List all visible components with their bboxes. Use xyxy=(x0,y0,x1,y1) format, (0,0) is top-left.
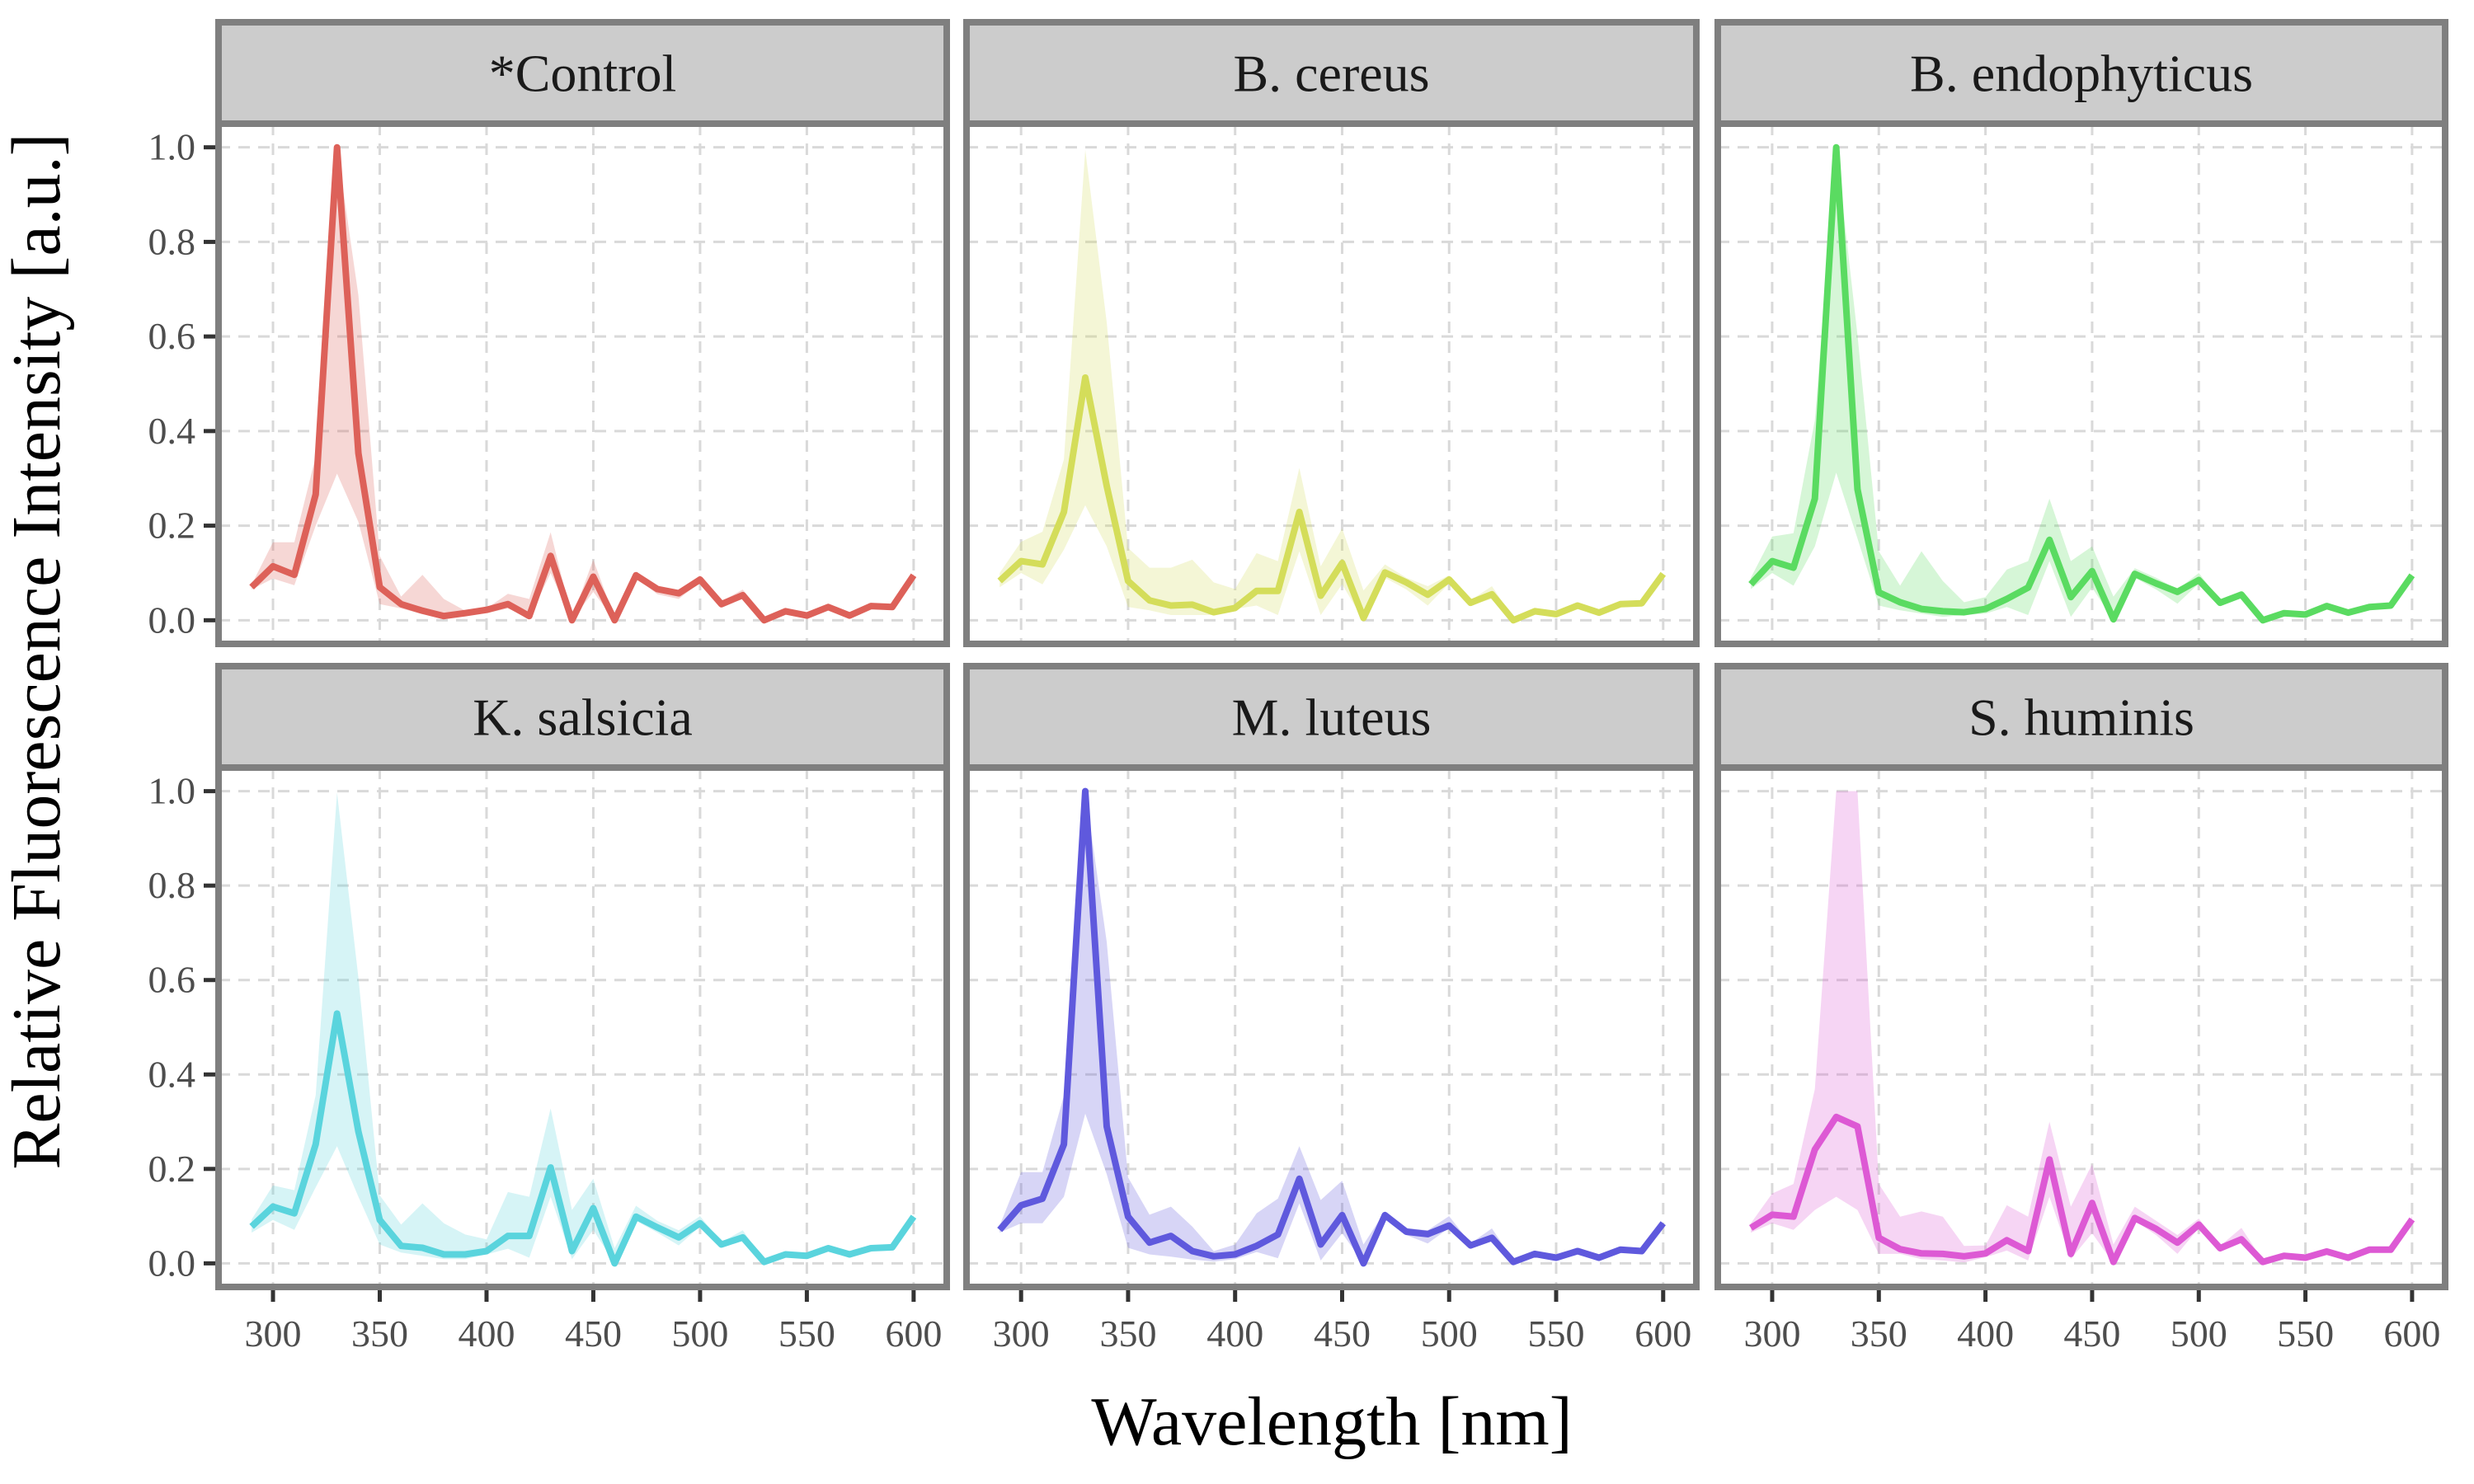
facet-panel: B. cereus xyxy=(963,19,1700,647)
facet-panels: *Control 0.0 0.2 0.4 0.6 0.8 1.0 B. cereus B. en… xyxy=(148,19,2448,1355)
x-tick-label: 350 xyxy=(351,1313,408,1355)
y-tick-label: 0.2 xyxy=(148,505,196,547)
y-tick-label: 0.4 xyxy=(148,410,196,452)
series-line xyxy=(997,787,1666,1267)
panel-border xyxy=(963,120,1700,647)
facet-panel: K. salsicia 0.0 0.2 0.4 0.6 0.8 1.0 300 350 400 45… xyxy=(148,663,950,1355)
y-tick-label: 1.0 xyxy=(148,126,196,168)
x-tick-label: 300 xyxy=(1743,1313,1800,1355)
facet-strip xyxy=(963,663,1700,771)
facet-panel: S. huminis 300 350 400 450 500 550 600 xyxy=(1714,663,2448,1355)
facet-strip xyxy=(215,663,950,771)
panel-border xyxy=(1714,120,2448,647)
panel-border xyxy=(963,764,1700,1290)
facet-strip xyxy=(963,19,1700,127)
facet-panel: M. luteus 300 350 400 450 500 550 600 xyxy=(963,663,1700,1355)
y-tick-label: 0.8 xyxy=(148,864,196,906)
facet-title: *Control xyxy=(489,45,677,103)
x-tick-label: 400 xyxy=(1206,1313,1263,1355)
x-tick-label: 500 xyxy=(2171,1313,2227,1355)
y-tick-label: 0.0 xyxy=(148,599,196,641)
x-tick-label: 500 xyxy=(1421,1313,1478,1355)
facet-strip xyxy=(215,19,950,127)
facet-title: B. cereus xyxy=(1233,45,1429,103)
panel-border xyxy=(215,120,950,647)
x-tick-label: 550 xyxy=(2277,1313,2334,1355)
x-tick-label: 600 xyxy=(2383,1313,2440,1355)
y-tick-label: 0.4 xyxy=(148,1053,196,1095)
x-tick-label: 600 xyxy=(885,1313,942,1355)
x-tick-label: 300 xyxy=(245,1313,302,1355)
facet-strip xyxy=(1714,663,2448,771)
x-tick-label: 400 xyxy=(1957,1313,2014,1355)
x-tick-label: 450 xyxy=(2063,1313,2120,1355)
series-line xyxy=(249,1010,917,1267)
facet-title: M. luteus xyxy=(1232,688,1432,747)
x-tick-label: 350 xyxy=(1099,1313,1156,1355)
facet-title: K. salsicia xyxy=(473,688,693,747)
facet-panel: *Control 0.0 0.2 0.4 0.6 0.8 1.0 xyxy=(148,19,950,647)
x-tick-label: 450 xyxy=(1314,1313,1371,1355)
facet-title: S. huminis xyxy=(1968,688,2194,747)
y-tick-label: 1.0 xyxy=(148,770,196,812)
x-tick-label: 450 xyxy=(565,1313,622,1355)
x-axis-title: Wavelength [nm] xyxy=(1091,1383,1572,1460)
y-tick-label: 0.2 xyxy=(148,1148,196,1190)
x-tick-label: 500 xyxy=(671,1313,728,1355)
y-tick-label: 0.6 xyxy=(148,315,196,357)
x-tick-label: 350 xyxy=(1851,1313,1907,1355)
x-tick-label: 600 xyxy=(1634,1313,1691,1355)
x-tick-label: 550 xyxy=(1528,1313,1585,1355)
y-axis-title: Relative Fluorescence Intensity [a.u.] xyxy=(0,133,75,1169)
plot-background xyxy=(1718,768,2445,1287)
panel-border xyxy=(1714,764,2448,1290)
series-line xyxy=(997,374,1667,624)
series-line xyxy=(249,143,917,624)
x-tick-label: 400 xyxy=(458,1313,515,1355)
panel-border xyxy=(215,764,950,1290)
y-tick-label: 0.0 xyxy=(148,1242,196,1284)
facet-title: B. endophyticus xyxy=(1910,45,2253,103)
x-tick-label: 300 xyxy=(993,1313,1050,1355)
series-line xyxy=(1748,1113,2415,1266)
y-tick-label: 0.6 xyxy=(148,959,196,1001)
y-tick-label: 0.8 xyxy=(148,220,196,262)
series-line xyxy=(1748,143,2415,624)
facet-panel: B. endophyticus xyxy=(1714,19,2448,647)
x-tick-label: 550 xyxy=(778,1313,835,1355)
